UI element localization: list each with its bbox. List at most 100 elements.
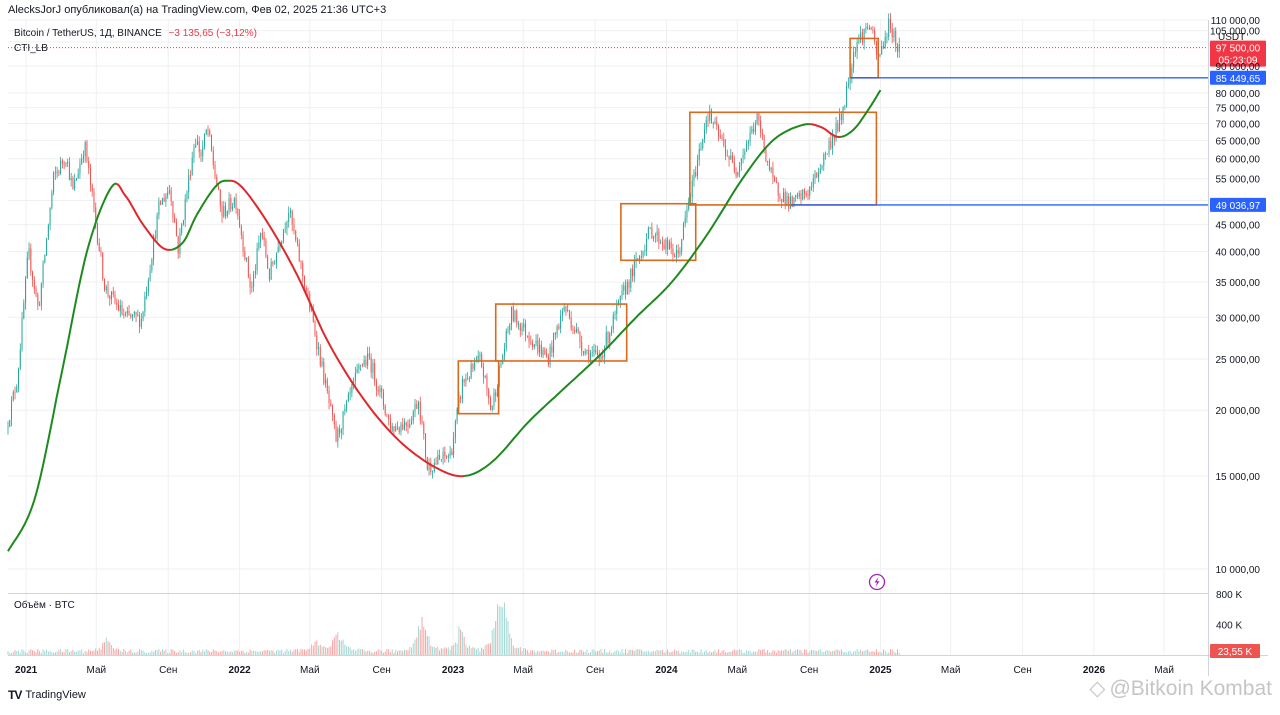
candle-body [767, 161, 769, 162]
volume-legend[interactable]: Объём · BTC [14, 600, 75, 611]
volume-bar [39, 651, 41, 655]
volume-bar [388, 649, 390, 655]
candle-body [760, 120, 762, 133]
volume-bar [237, 650, 239, 655]
volume-bar [544, 651, 546, 655]
volume-bar [682, 651, 684, 655]
candle-body [549, 346, 551, 365]
candle-body [835, 123, 837, 140]
indicator-legend[interactable]: CTI_LB [14, 43, 48, 54]
time-tick-label: Май [941, 665, 961, 676]
candle-body [16, 386, 18, 393]
candle-body [853, 52, 855, 68]
price-tick-label: 55 000,00 [1216, 175, 1261, 186]
volume-bar [158, 649, 160, 655]
volume-bar [326, 648, 328, 655]
candle-body [23, 302, 25, 319]
volume-bar [475, 649, 477, 655]
volume-bar [430, 645, 432, 655]
volume-bar [186, 652, 188, 655]
volume-bar [167, 652, 169, 655]
volume-bar [833, 650, 835, 655]
candle-body [265, 240, 267, 257]
candle-body [868, 27, 870, 29]
candle-body [575, 328, 577, 332]
volume-bar [547, 651, 549, 655]
volume-bar [223, 650, 225, 655]
candle-body [772, 167, 774, 178]
candle-body [546, 353, 548, 357]
candle-body [579, 331, 581, 343]
volume-bar [426, 636, 428, 655]
candle-body [468, 378, 470, 380]
candle-body [463, 378, 465, 383]
volume-bar [265, 650, 267, 655]
volume-bar [433, 646, 435, 655]
volume-bar [132, 652, 134, 655]
candle-body [191, 157, 193, 176]
candle-body [470, 364, 472, 379]
candle-body [472, 364, 474, 369]
volume-bar [344, 644, 346, 655]
volume-bar [877, 651, 879, 655]
time-tick-label: Май [513, 665, 533, 676]
volume-bar [530, 650, 532, 655]
tradingview-brand[interactable]: TV TradingView [8, 688, 86, 702]
candle-body [293, 224, 295, 231]
volume-bar [611, 652, 613, 655]
volume-bar [661, 649, 663, 655]
candle-body [582, 351, 584, 354]
volume-bar [361, 649, 363, 655]
volume-bar [95, 648, 97, 655]
volume-bar [626, 653, 628, 655]
volume-bar [488, 643, 490, 655]
candle-body [207, 129, 209, 131]
candle-body [589, 353, 591, 361]
candle-body [214, 165, 216, 177]
volume-bar [556, 652, 558, 655]
volume-bar [786, 649, 788, 655]
volume-bar [165, 649, 167, 655]
volume-bar [628, 650, 630, 655]
volume-bar [195, 652, 197, 655]
volume-bar [867, 649, 869, 655]
candle-body [126, 310, 128, 314]
candle-body [567, 310, 569, 312]
candle-body [711, 110, 713, 124]
volume-bar [351, 650, 353, 655]
candle-body [747, 141, 749, 144]
volume-bar [575, 652, 577, 655]
candle-body [296, 240, 298, 244]
candle-body [895, 30, 897, 46]
volume-bar [172, 649, 174, 655]
candle-body [258, 242, 260, 249]
volume-bar [298, 651, 300, 655]
candle-body [444, 451, 446, 457]
price-tick-label: 105 000,00 [1210, 27, 1260, 38]
candle-body [226, 211, 228, 217]
price-tick-label: 90 000,00 [1216, 62, 1261, 73]
candle-body [451, 451, 453, 456]
volume-bar [193, 650, 195, 655]
volume-bar [309, 648, 311, 655]
volume-bar [74, 651, 76, 655]
candle-body [467, 378, 469, 380]
volume-bar [340, 640, 342, 655]
volume-bar [493, 627, 495, 655]
candle-body [51, 192, 53, 208]
symbol-name: Bitcoin / TetherUS, 1Д, BINANCE [14, 28, 162, 39]
candle-body [351, 384, 353, 393]
symbol-legend[interactable]: Bitcoin / TetherUS, 1Д, BINANCE −3 135,6… [14, 28, 257, 39]
volume-bar [330, 646, 332, 655]
volume-bar [214, 650, 216, 655]
candle-body [316, 335, 318, 350]
candle-body [603, 348, 605, 358]
candle-body [656, 231, 658, 236]
volume-bar [316, 640, 318, 655]
volume-bar [370, 652, 372, 655]
volume-bar [625, 649, 627, 655]
candle-body [11, 400, 13, 420]
volume-bar [777, 650, 779, 655]
volume-bar [303, 649, 305, 655]
candle-body [205, 129, 207, 135]
